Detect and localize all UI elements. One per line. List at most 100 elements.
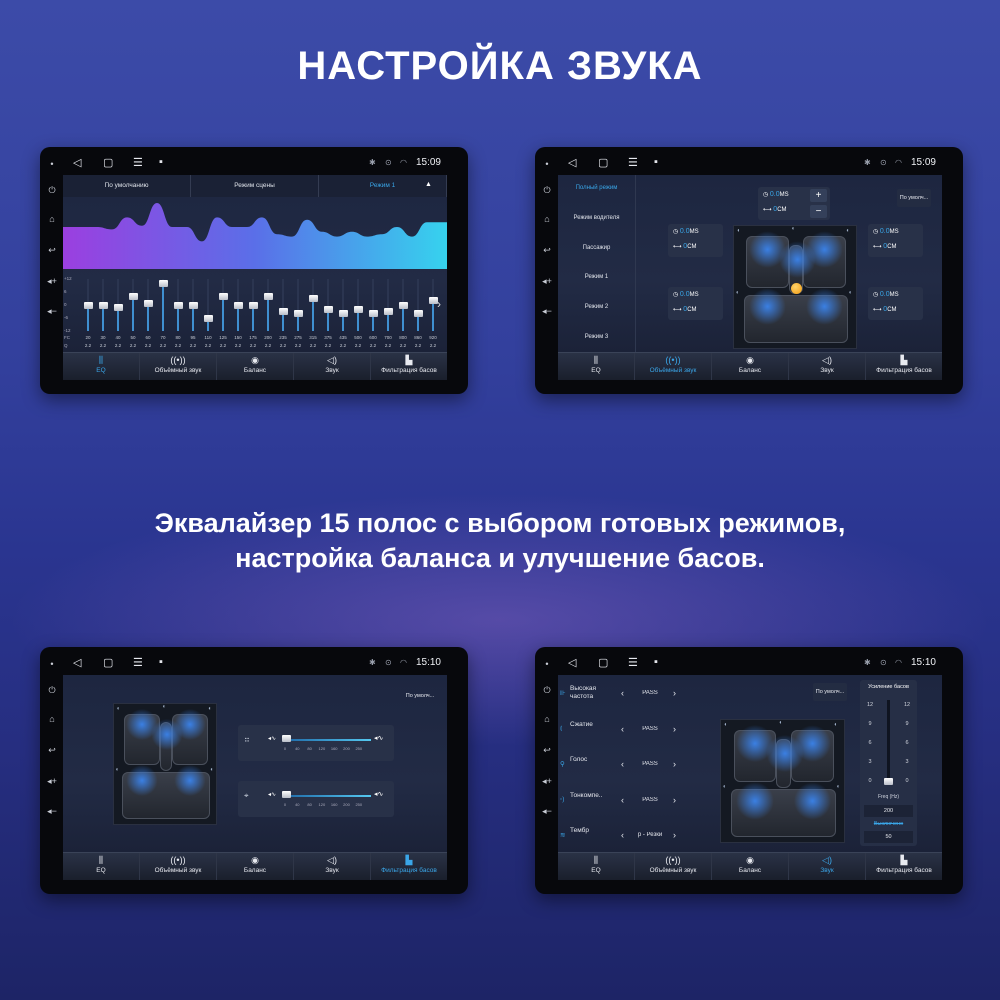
band-slider-500[interactable] xyxy=(353,305,363,313)
band-slider-60[interactable] xyxy=(143,300,153,308)
power-icon[interactable]: ⏻ xyxy=(543,685,551,695)
delay-ms-value[interactable]: 0.0 xyxy=(879,228,890,235)
volume-down-icon[interactable]: ◂− xyxy=(542,806,552,816)
band-slider-860[interactable] xyxy=(413,310,423,318)
tab-balance[interactable]: ◉ Баланс xyxy=(712,353,789,380)
slider-handle[interactable] xyxy=(282,791,291,798)
freq-option[interactable]: 50 xyxy=(864,831,913,843)
home-icon[interactable]: ⌂ xyxy=(544,214,550,224)
volume-up-icon[interactable]: ◂+ xyxy=(542,776,552,786)
prev-option-button[interactable]: ‹ xyxy=(621,759,624,769)
tab-eq[interactable]: ⫼ EQ xyxy=(63,353,140,380)
volume-up-icon[interactable]: ◂+ xyxy=(47,276,57,286)
preset-option[interactable]: Режим 1 xyxy=(319,175,447,197)
mode-item[interactable]: Режим 1 xyxy=(584,274,609,281)
band-slider-700[interactable] xyxy=(383,308,393,315)
band-slider-235[interactable] xyxy=(278,308,288,315)
tab-sound[interactable]: ◁) Звук xyxy=(294,353,371,380)
mode-item[interactable]: Режим 3 xyxy=(584,334,609,340)
delay-ms-value[interactable]: 0.0 xyxy=(879,291,890,298)
preset-option[interactable]: Режим сцены xyxy=(191,175,319,197)
volume-down-icon[interactable]: ◂− xyxy=(47,306,57,316)
tab-eq[interactable]: ⫼ EQ xyxy=(558,353,635,380)
delay-ms-value[interactable]: 0.0 xyxy=(769,191,780,198)
default-button[interactable]: По умолч... xyxy=(813,683,847,701)
next-option-button[interactable]: › xyxy=(673,688,676,698)
nav-menu-icon[interactable]: ☰ xyxy=(628,657,638,669)
tab-bass-filter[interactable]: ▙ Фильтрация басов xyxy=(866,353,942,380)
nav-back-icon[interactable]: ◁ xyxy=(568,657,577,669)
collapse-icon[interactable]: ▲ xyxy=(425,181,432,188)
default-button[interactable]: По умолч... xyxy=(405,693,435,699)
distance-cm-value[interactable]: 0 xyxy=(773,206,778,213)
delay-ms-value[interactable]: 0.0 xyxy=(679,291,690,298)
band-slider-70[interactable] xyxy=(158,279,168,287)
band-slider-125[interactable] xyxy=(218,292,228,300)
tab-eq[interactable]: ⫼ EQ xyxy=(63,853,140,880)
mode-item[interactable]: Полный режим xyxy=(575,185,618,191)
tab-balance[interactable]: ◉ Баланс xyxy=(712,853,789,880)
tab-bass-filter[interactable]: ▙ Фильтрация басов xyxy=(371,353,447,380)
nav-back-icon[interactable]: ◁ xyxy=(568,157,577,169)
nav-menu-icon[interactable]: ☰ xyxy=(133,157,143,169)
distance-cm-value[interactable]: 0 xyxy=(683,306,688,313)
band-slider-435[interactable] xyxy=(338,310,348,318)
slider-handle[interactable] xyxy=(282,735,291,742)
back-icon[interactable]: ↩ xyxy=(48,745,56,755)
tab-bass-filter[interactable]: ▙ Фильтрация басов xyxy=(866,853,942,880)
nav-menu-icon[interactable]: ☰ xyxy=(133,657,143,669)
next-option-button[interactable]: › xyxy=(673,759,676,769)
band-slider-800[interactable] xyxy=(398,301,408,309)
tab-balance[interactable]: ◉ Баланс xyxy=(217,353,294,380)
nav-home-icon[interactable]: ▢ xyxy=(103,157,114,169)
band-slider-175[interactable] xyxy=(248,301,258,309)
freq-option[interactable]: Выключено xyxy=(873,821,904,827)
tab-sound[interactable]: ◁) Звук xyxy=(294,853,371,880)
nav-back-icon[interactable]: ◁ xyxy=(73,157,82,169)
band-slider-80[interactable] xyxy=(173,301,183,309)
volume-down-icon[interactable]: ◂− xyxy=(542,306,552,316)
band-slider-150[interactable] xyxy=(233,301,243,309)
slider-track[interactable] xyxy=(285,739,371,741)
home-icon[interactable]: ⌂ xyxy=(49,214,55,224)
prev-option-button[interactable]: ‹ xyxy=(621,830,624,840)
balance-point-handle[interactable] xyxy=(791,283,802,294)
prev-option-button[interactable]: ‹ xyxy=(621,723,624,734)
band-slider-375[interactable] xyxy=(323,305,333,313)
tab-surround[interactable]: ((•)) Объёмный звук xyxy=(140,353,217,380)
volume-down-icon[interactable]: ◂− xyxy=(47,806,57,816)
band-slider-20[interactable] xyxy=(83,301,93,309)
mode-item[interactable]: Режим 2 xyxy=(584,304,609,311)
band-slider-50[interactable] xyxy=(128,292,138,300)
power-icon[interactable]: ⏻ xyxy=(48,685,56,695)
tab-surround[interactable]: ((•)) Объёмный звук xyxy=(635,353,712,380)
app-icon[interactable]: ▪ xyxy=(159,156,163,168)
band-slider-315[interactable] xyxy=(308,295,318,302)
volume-up-icon[interactable]: ◂+ xyxy=(47,776,57,786)
prev-option-button[interactable]: ‹ xyxy=(621,688,624,698)
slider-track[interactable] xyxy=(285,795,371,797)
band-slider-110[interactable] xyxy=(203,314,213,322)
volume-up-icon[interactable]: ◂+ xyxy=(542,276,552,286)
preset-option[interactable]: По умолчанию xyxy=(63,175,191,197)
decrease-button[interactable]: − xyxy=(810,205,827,218)
back-icon[interactable]: ↩ xyxy=(543,245,551,255)
home-icon[interactable]: ⌂ xyxy=(49,714,55,724)
delay-ms-value[interactable]: 0.0 xyxy=(679,228,690,235)
distance-cm-value[interactable]: 0 xyxy=(883,306,888,313)
tab-surround[interactable]: ((•)) Объёмный звук xyxy=(140,853,217,880)
back-icon[interactable]: ↩ xyxy=(543,745,551,755)
tab-sound[interactable]: ◁) Звук xyxy=(789,853,866,880)
nav-menu-icon[interactable]: ☰ xyxy=(628,157,638,169)
freq-option[interactable]: 200 xyxy=(864,805,913,817)
power-icon[interactable]: ⏻ xyxy=(48,185,56,195)
power-icon[interactable]: ⏻ xyxy=(543,185,551,195)
next-option-button[interactable]: › xyxy=(673,723,676,734)
tab-balance[interactable]: ◉ Баланс xyxy=(217,853,294,880)
band-slider-95[interactable] xyxy=(188,301,198,309)
band-slider-600[interactable] xyxy=(368,310,378,318)
home-icon[interactable]: ⌂ xyxy=(544,714,550,724)
nav-home-icon[interactable]: ▢ xyxy=(598,157,609,169)
band-slider-40[interactable] xyxy=(113,303,123,311)
next-page-chevron[interactable]: › xyxy=(437,297,441,311)
